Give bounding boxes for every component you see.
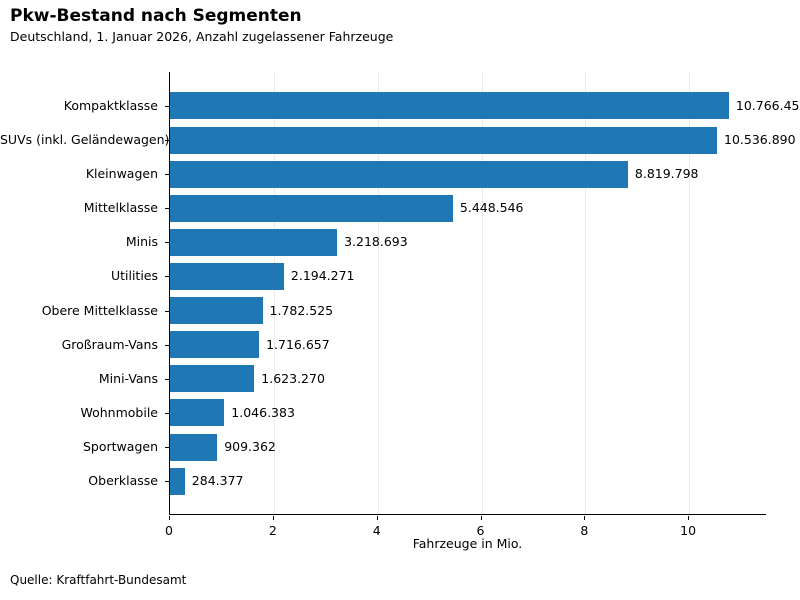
value-label: 1.046.383 <box>231 404 295 420</box>
bar-minis <box>170 228 338 256</box>
y-tick <box>165 447 169 448</box>
plot-area: 10.766.456 10.536.890 8.819.798 5.448.546 3.… <box>169 72 800 515</box>
grid-line <box>481 72 483 514</box>
category-label: Großraum-Vans <box>61 336 158 352</box>
bar-utilities <box>170 262 284 290</box>
value-label: 1.782.525 <box>269 302 334 318</box>
value-label: 2.194.271 <box>290 268 355 284</box>
category-label: Kompaktklasse <box>63 97 158 113</box>
bar-kompaktklasse <box>170 92 729 120</box>
x-tick-label: 4 <box>372 523 381 538</box>
value-label: 284.377 <box>191 473 244 489</box>
y-tick <box>165 310 169 312</box>
bar-oberklasse <box>170 467 185 495</box>
x-axis-label: Fahrzeuge in Mio. <box>412 536 523 551</box>
x-tick-label: 8 <box>580 523 589 538</box>
x-tick <box>480 516 482 520</box>
y-tick <box>165 208 169 210</box>
x-tick <box>376 516 378 520</box>
bar-gro-raum-vans <box>170 331 260 359</box>
grid-line <box>585 72 587 514</box>
x-tick-label: 2 <box>268 523 277 538</box>
y-tick <box>165 140 169 141</box>
category-label: Minis <box>125 234 158 250</box>
y-tick <box>165 481 169 483</box>
x-tick <box>169 516 170 520</box>
grid-line <box>689 72 691 514</box>
bar-kleinwagen <box>170 160 628 188</box>
category-label: Obere Mittelklasse <box>41 302 158 318</box>
category-label: SUVs (inkl. Geländewagen) <box>0 132 170 147</box>
category-label: Oberklasse <box>88 473 158 489</box>
bar-wohnmobile <box>170 399 225 427</box>
value-label: 8.819.798 <box>634 166 699 182</box>
value-label: 5.448.546 <box>459 200 524 216</box>
y-tick <box>165 344 169 346</box>
y-tick <box>165 242 169 244</box>
x-tick-label: 10 <box>680 523 697 538</box>
category-label: Mini-Vans <box>98 370 158 386</box>
grid-line <box>377 72 379 514</box>
category-label: Mittelklasse <box>83 200 158 216</box>
y-tick <box>165 378 169 380</box>
category-label: Utilities <box>110 268 158 284</box>
value-label: 1.623.270 <box>261 370 325 386</box>
category-label: Wohnmobile <box>80 404 158 420</box>
value-label: 1.716.657 <box>266 336 330 352</box>
x-tick <box>272 516 274 520</box>
y-tick <box>165 276 169 278</box>
bar-suvs-inkl-gel-ndewagen- <box>170 126 717 154</box>
category-label: Sportwagen <box>83 439 158 454</box>
y-tick <box>165 105 169 107</box>
chart-title: Pkw-Bestand nach Segmenten <box>10 6 302 26</box>
value-label: 10.766.456 <box>735 97 800 113</box>
x-tick-label: 6 <box>476 523 485 538</box>
bar-mittelklasse <box>170 194 453 222</box>
value-label: 909.362 <box>224 439 276 454</box>
grid-line <box>273 72 275 514</box>
x-tick <box>688 516 690 520</box>
value-label: 10.536.890 <box>724 132 796 147</box>
category-label: Kleinwagen <box>85 166 158 182</box>
x-tick-label: 0 <box>165 523 173 538</box>
source-note: Quelle: Kraftfahrt-Bundesamt <box>10 573 187 587</box>
y-tick <box>165 174 169 176</box>
bar-sportwagen <box>170 433 218 461</box>
bar-mini-vans <box>170 365 255 393</box>
y-tick <box>165 412 169 414</box>
x-tick <box>584 516 586 520</box>
value-label: 3.218.693 <box>344 234 408 250</box>
chart-subtitle: Deutschland, 1. Januar 2026, Anzahl zuge… <box>10 29 394 44</box>
bar-obere-mittelklasse <box>170 297 263 325</box>
